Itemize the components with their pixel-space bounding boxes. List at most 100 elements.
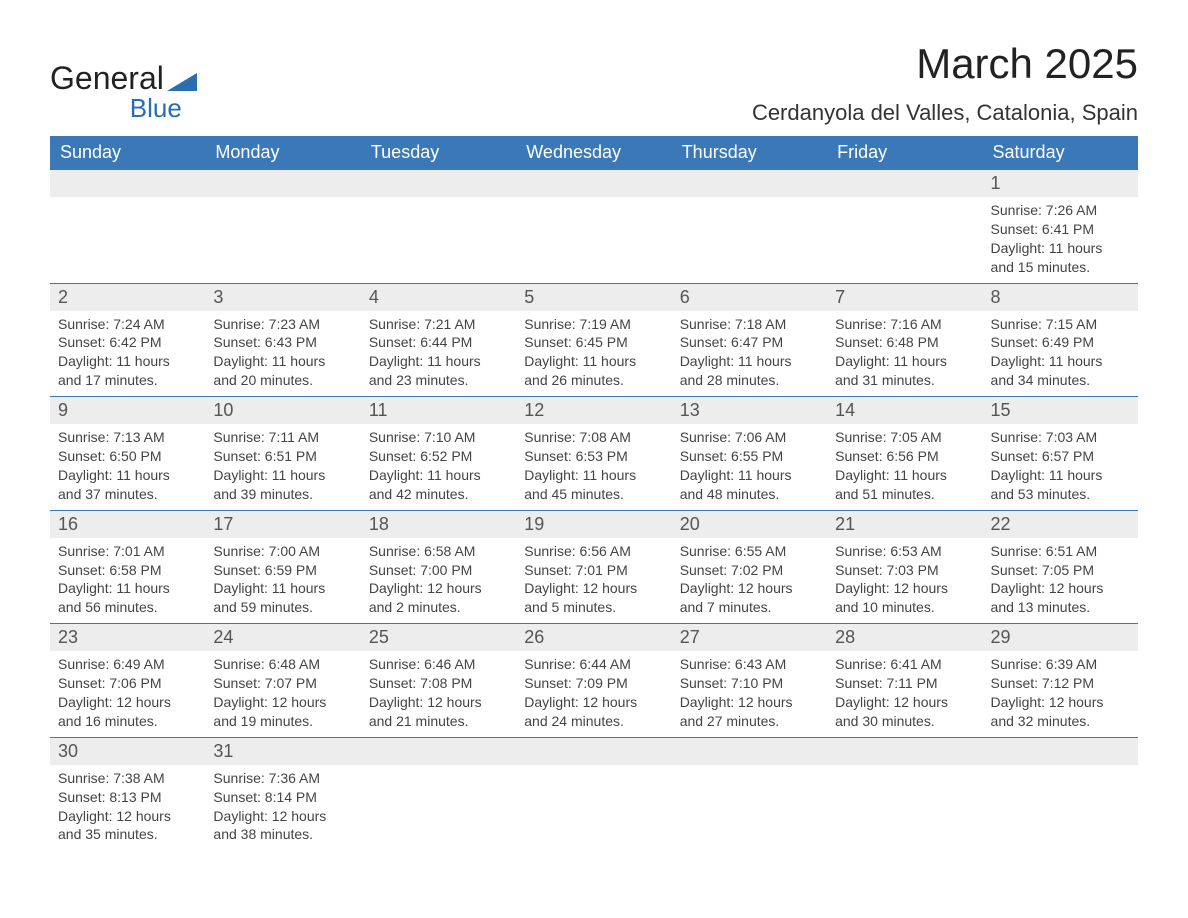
day-body-cell: Sunrise: 7:26 AMSunset: 6:41 PMDaylight:… xyxy=(983,197,1138,283)
sunrise-text: Sunrise: 7:23 AM xyxy=(213,315,352,334)
day-number: 19 xyxy=(516,511,671,538)
day-body-cell: Sunrise: 6:51 AMSunset: 7:05 PMDaylight:… xyxy=(983,538,1138,624)
day-body-cell: Sunrise: 6:44 AMSunset: 7:09 PMDaylight:… xyxy=(516,651,671,737)
weekday-header: Friday xyxy=(827,136,982,170)
sunrise-text: Sunrise: 6:43 AM xyxy=(680,655,819,674)
day-body: Sunrise: 6:56 AMSunset: 7:01 PMDaylight:… xyxy=(516,538,671,624)
day-body-cell: Sunrise: 6:55 AMSunset: 7:02 PMDaylight:… xyxy=(672,538,827,624)
day-body-cell: Sunrise: 6:53 AMSunset: 7:03 PMDaylight:… xyxy=(827,538,982,624)
day-number-row: 9101112131415 xyxy=(50,397,1138,425)
day-number-row: 2345678 xyxy=(50,283,1138,311)
day-number-cell: 13 xyxy=(672,397,827,425)
day-body-cell: Sunrise: 7:19 AMSunset: 6:45 PMDaylight:… xyxy=(516,311,671,397)
weekday-header: Saturday xyxy=(983,136,1138,170)
sunset-text: Sunset: 7:11 PM xyxy=(835,674,974,693)
sunset-text: Sunset: 6:49 PM xyxy=(991,333,1130,352)
day-number-cell: 12 xyxy=(516,397,671,425)
day-number-cell xyxy=(827,170,982,198)
day-body: Sunrise: 6:58 AMSunset: 7:00 PMDaylight:… xyxy=(361,538,516,624)
day-body-cell: Sunrise: 7:08 AMSunset: 6:53 PMDaylight:… xyxy=(516,424,671,510)
daylight-text: Daylight: 11 hours xyxy=(58,579,197,598)
day-body-cell xyxy=(516,765,671,851)
daylight-text: Daylight: 11 hours xyxy=(524,466,663,485)
day-body-cell xyxy=(50,197,205,283)
day-number: 28 xyxy=(827,624,982,651)
day-number-cell xyxy=(672,737,827,765)
day-number: 12 xyxy=(516,397,671,424)
sunrise-text: Sunrise: 6:41 AM xyxy=(835,655,974,674)
sunset-text: Sunset: 6:53 PM xyxy=(524,447,663,466)
day-body xyxy=(205,197,360,207)
sunset-text: Sunset: 6:52 PM xyxy=(369,447,508,466)
sunrise-text: Sunrise: 7:11 AM xyxy=(213,428,352,447)
daylight-text: Daylight: 12 hours xyxy=(680,693,819,712)
day-body xyxy=(516,197,671,207)
day-body: Sunrise: 7:13 AMSunset: 6:50 PMDaylight:… xyxy=(50,424,205,510)
daylight-text: and 48 minutes. xyxy=(680,485,819,504)
weekday-header: Wednesday xyxy=(516,136,671,170)
day-number-cell xyxy=(50,170,205,198)
daylight-text: Daylight: 11 hours xyxy=(991,239,1130,258)
sunset-text: Sunset: 6:50 PM xyxy=(58,447,197,466)
day-body: Sunrise: 6:39 AMSunset: 7:12 PMDaylight:… xyxy=(983,651,1138,737)
day-number-cell: 25 xyxy=(361,624,516,652)
day-body-cell: Sunrise: 7:21 AMSunset: 6:44 PMDaylight:… xyxy=(361,311,516,397)
logo-text-general: General xyxy=(50,60,164,97)
sunrise-text: Sunrise: 6:48 AM xyxy=(213,655,352,674)
sunset-text: Sunset: 6:58 PM xyxy=(58,561,197,580)
daylight-text: Daylight: 12 hours xyxy=(524,693,663,712)
day-body: Sunrise: 7:24 AMSunset: 6:42 PMDaylight:… xyxy=(50,311,205,397)
day-number xyxy=(516,170,671,176)
day-number: 26 xyxy=(516,624,671,651)
day-body: Sunrise: 6:53 AMSunset: 7:03 PMDaylight:… xyxy=(827,538,982,624)
sunset-text: Sunset: 6:55 PM xyxy=(680,447,819,466)
daylight-text: and 19 minutes. xyxy=(213,712,352,731)
day-number-cell xyxy=(361,737,516,765)
daylight-text: Daylight: 11 hours xyxy=(680,352,819,371)
daylight-text: Daylight: 11 hours xyxy=(58,466,197,485)
day-body xyxy=(827,765,982,775)
day-number-cell: 11 xyxy=(361,397,516,425)
sunset-text: Sunset: 8:13 PM xyxy=(58,788,197,807)
day-number: 29 xyxy=(983,624,1138,651)
day-body: Sunrise: 7:38 AMSunset: 8:13 PMDaylight:… xyxy=(50,765,205,851)
daylight-text: and 42 minutes. xyxy=(369,485,508,504)
logo-triangle-icon xyxy=(167,73,197,91)
day-number-cell: 31 xyxy=(205,737,360,765)
daylight-text: and 32 minutes. xyxy=(991,712,1130,731)
day-body-cell: Sunrise: 6:48 AMSunset: 7:07 PMDaylight:… xyxy=(205,651,360,737)
day-body-row: Sunrise: 6:49 AMSunset: 7:06 PMDaylight:… xyxy=(50,651,1138,737)
daylight-text: and 24 minutes. xyxy=(524,712,663,731)
day-number-cell xyxy=(983,737,1138,765)
day-number-cell: 29 xyxy=(983,624,1138,652)
day-number: 17 xyxy=(205,511,360,538)
day-body-row: Sunrise: 7:13 AMSunset: 6:50 PMDaylight:… xyxy=(50,424,1138,510)
day-body-cell: Sunrise: 7:00 AMSunset: 6:59 PMDaylight:… xyxy=(205,538,360,624)
day-body-cell: Sunrise: 6:41 AMSunset: 7:11 PMDaylight:… xyxy=(827,651,982,737)
day-number: 30 xyxy=(50,738,205,765)
day-number: 11 xyxy=(361,397,516,424)
sunset-text: Sunset: 6:57 PM xyxy=(991,447,1130,466)
sunrise-text: Sunrise: 6:51 AM xyxy=(991,542,1130,561)
day-body-cell: Sunrise: 6:39 AMSunset: 7:12 PMDaylight:… xyxy=(983,651,1138,737)
day-body: Sunrise: 7:01 AMSunset: 6:58 PMDaylight:… xyxy=(50,538,205,624)
day-body-cell: Sunrise: 7:15 AMSunset: 6:49 PMDaylight:… xyxy=(983,311,1138,397)
daylight-text: Daylight: 11 hours xyxy=(58,352,197,371)
sunrise-text: Sunrise: 6:58 AM xyxy=(369,542,508,561)
day-body-cell: Sunrise: 7:24 AMSunset: 6:42 PMDaylight:… xyxy=(50,311,205,397)
sunset-text: Sunset: 6:56 PM xyxy=(835,447,974,466)
calendar-body: 1Sunrise: 7:26 AMSunset: 6:41 PMDaylight… xyxy=(50,170,1138,851)
logo-text-blue: Blue xyxy=(50,93,182,124)
day-body xyxy=(361,765,516,775)
sunset-text: Sunset: 6:47 PM xyxy=(680,333,819,352)
weekday-header-row: Sunday Monday Tuesday Wednesday Thursday… xyxy=(50,136,1138,170)
day-number-cell xyxy=(516,737,671,765)
day-number: 1 xyxy=(983,170,1138,197)
day-body-cell: Sunrise: 7:18 AMSunset: 6:47 PMDaylight:… xyxy=(672,311,827,397)
day-number-cell: 30 xyxy=(50,737,205,765)
day-number: 10 xyxy=(205,397,360,424)
day-body-cell xyxy=(827,197,982,283)
day-body xyxy=(361,197,516,207)
sunset-text: Sunset: 7:07 PM xyxy=(213,674,352,693)
day-body: Sunrise: 7:10 AMSunset: 6:52 PMDaylight:… xyxy=(361,424,516,510)
